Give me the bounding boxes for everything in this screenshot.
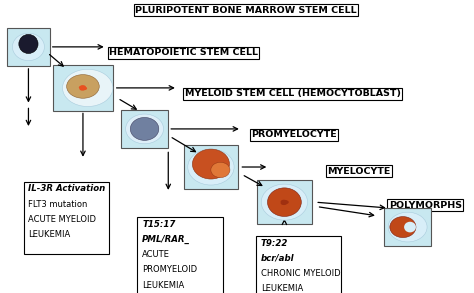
Text: HEMATOPOIETIC STEM CELL: HEMATOPOIETIC STEM CELL xyxy=(109,48,258,57)
Circle shape xyxy=(79,86,85,89)
Text: ACUTE: ACUTE xyxy=(142,250,170,259)
FancyBboxPatch shape xyxy=(256,236,341,293)
Ellipse shape xyxy=(261,184,308,220)
Text: PML/RAR_: PML/RAR_ xyxy=(142,235,190,244)
Text: PLURIPOTENT BONE MARROW STEM CELL: PLURIPOTENT BONE MARROW STEM CELL xyxy=(135,6,357,15)
Text: PROMYELOID: PROMYELOID xyxy=(142,265,197,274)
Text: T15:17: T15:17 xyxy=(142,220,175,229)
Ellipse shape xyxy=(126,114,164,144)
Text: FLT3 mutation: FLT3 mutation xyxy=(28,200,88,209)
Text: LEUKEMIA: LEUKEMIA xyxy=(142,281,184,289)
Ellipse shape xyxy=(388,212,427,242)
FancyBboxPatch shape xyxy=(7,28,50,66)
Text: POLYMORPHS: POLYMORPHS xyxy=(389,201,462,209)
Ellipse shape xyxy=(192,149,229,179)
Ellipse shape xyxy=(211,162,230,178)
Circle shape xyxy=(281,201,287,205)
Ellipse shape xyxy=(390,217,416,238)
Ellipse shape xyxy=(12,33,45,61)
Text: ACUTE MYELOID: ACUTE MYELOID xyxy=(28,215,96,224)
Text: T9:22: T9:22 xyxy=(261,239,288,248)
Circle shape xyxy=(79,87,85,91)
Ellipse shape xyxy=(267,188,301,217)
Text: MYELOCYTE: MYELOCYTE xyxy=(327,167,391,176)
Circle shape xyxy=(282,200,289,204)
FancyBboxPatch shape xyxy=(121,110,168,148)
Text: LEUKEMIA: LEUKEMIA xyxy=(261,285,303,293)
FancyBboxPatch shape xyxy=(384,208,431,246)
FancyBboxPatch shape xyxy=(53,65,112,111)
Text: MYELOID STEM CELL (HEMOCYTOBLAST): MYELOID STEM CELL (HEMOCYTOBLAST) xyxy=(185,89,401,98)
FancyBboxPatch shape xyxy=(137,217,223,293)
Text: bcr/abl: bcr/abl xyxy=(261,254,294,263)
Circle shape xyxy=(281,200,287,204)
Text: IL-3R Activation: IL-3R Activation xyxy=(28,185,106,193)
Circle shape xyxy=(80,85,86,89)
Text: CHRONIC MYELOID: CHRONIC MYELOID xyxy=(261,269,340,278)
Ellipse shape xyxy=(67,75,99,98)
FancyBboxPatch shape xyxy=(24,182,109,254)
Ellipse shape xyxy=(19,35,38,54)
FancyBboxPatch shape xyxy=(184,145,238,189)
Ellipse shape xyxy=(130,117,159,140)
Text: PROMYELOCYTE: PROMYELOCYTE xyxy=(251,130,337,139)
FancyBboxPatch shape xyxy=(257,180,311,224)
Ellipse shape xyxy=(63,69,113,107)
Ellipse shape xyxy=(188,149,234,185)
Circle shape xyxy=(81,86,87,90)
Ellipse shape xyxy=(404,222,416,232)
Text: LEUKEMIA: LEUKEMIA xyxy=(28,230,71,239)
